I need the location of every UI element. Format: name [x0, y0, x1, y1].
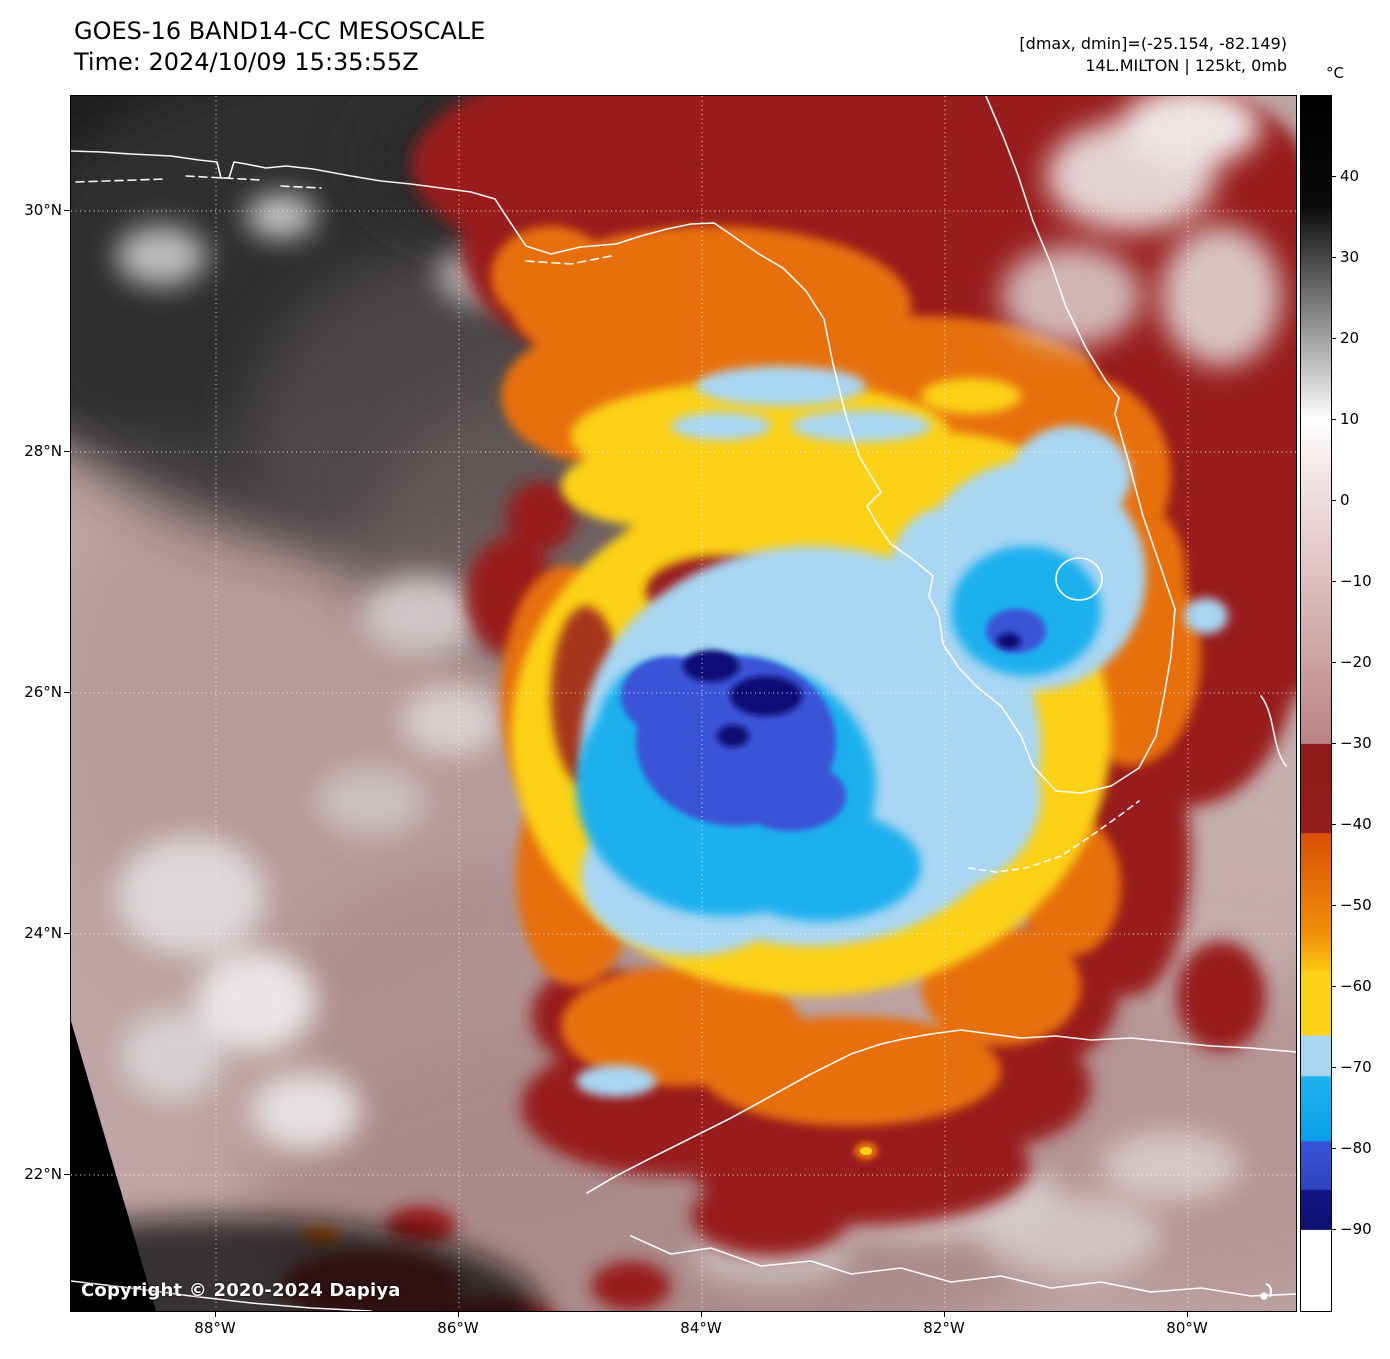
cb-tick-40: 40: [1340, 167, 1360, 185]
tick-mark: [1331, 1229, 1336, 1230]
tick-mark: [1331, 986, 1336, 987]
tick-mark: [1331, 1148, 1336, 1149]
page-title: GOES-16 BAND14-CC MESOSCALE: [74, 17, 486, 45]
cb-tick-m40: −40: [1340, 815, 1372, 833]
cuba-north-coast: [586, 1029, 1296, 1194]
lat-label-24n: 24°N: [24, 924, 62, 942]
cb-tick-m50: −50: [1340, 896, 1372, 914]
tick-mark: [701, 1311, 702, 1317]
florida-keys: [968, 800, 1140, 873]
cb-tick-m10: −10: [1340, 572, 1372, 590]
cb-tick-20: 20: [1340, 329, 1360, 347]
barrier-islands: [75, 175, 612, 265]
gulf-coast-and-florida: [71, 96, 1176, 794]
small-convective-cell: [846, 1136, 886, 1166]
timestamp-label: Time: 2024/10/09 15:35:55Z: [74, 48, 419, 76]
map-panel: Copyright © 2020-2024 Dapiya: [70, 95, 1297, 1312]
copyright-text: Copyright © 2020-2024 Dapiya: [81, 1280, 401, 1301]
tick-mark: [1331, 1067, 1336, 1068]
header-annotations: [dmax, dmin]=(-25.154, -82.149) 14L.MILT…: [1019, 33, 1287, 77]
corner-logo: [1260, 1283, 1272, 1300]
lon-label-82w: 82°W: [923, 1319, 965, 1337]
tick-mark: [458, 1311, 459, 1317]
tick-mark: [944, 1311, 945, 1317]
cb-tick-m30: −30: [1340, 734, 1372, 752]
cb-tick-m20: −20: [1340, 653, 1372, 671]
lon-label-80w: 80°W: [1166, 1319, 1208, 1337]
lat-label-26n: 26°N: [24, 683, 62, 701]
cb-tick-m70: −70: [1340, 1058, 1372, 1076]
cb-tick-30: 30: [1340, 248, 1360, 266]
low-cloud-layer: [116, 194, 1241, 1286]
overshooting-tops-navy: [683, 633, 1021, 747]
tick-mark: [1331, 419, 1336, 420]
header-title-block: GOES-16 BAND14-CC MESOSCALE Time: 2024/1…: [74, 16, 485, 78]
cb-tick-m90: −90: [1340, 1220, 1372, 1238]
colorbar: [1300, 95, 1332, 1312]
lon-label-88w: 88°W: [194, 1319, 236, 1337]
tick-mark: [215, 1311, 216, 1317]
tick-mark: [1187, 1311, 1188, 1317]
tick-mark: [1331, 743, 1336, 744]
tick-mark: [64, 692, 70, 693]
cb-tick-0: 0: [1340, 491, 1350, 509]
lon-label-84w: 84°W: [680, 1319, 722, 1337]
cb-tick-m60: −60: [1340, 977, 1372, 995]
tick-mark: [1331, 500, 1336, 501]
dmax-dmin-label: [dmax, dmin]=(-25.154, -82.149): [1019, 34, 1287, 53]
tick-mark: [1331, 662, 1336, 663]
lake-okeechobee: [1055, 557, 1103, 601]
storm-info-label: 14L.MILTON | 125kt, 0mb: [1085, 56, 1287, 75]
tick-mark: [64, 933, 70, 934]
lon-label-86w: 86°W: [437, 1319, 479, 1337]
tick-mark: [64, 210, 70, 211]
tick-mark: [1331, 176, 1336, 177]
cb-tick-10: 10: [1340, 410, 1360, 428]
lat-label-22n: 22°N: [24, 1165, 62, 1183]
tick-mark: [64, 451, 70, 452]
yucatan-coast: [71, 1280, 372, 1311]
warm-cloud-patches: [1001, 96, 1281, 366]
colorbar-unit-label: °C: [1326, 64, 1344, 82]
satellite-image: [71, 96, 1296, 1311]
lat-label-28n: 28°N: [24, 442, 62, 460]
graticule-grid: [71, 96, 1296, 1311]
tick-mark: [1331, 257, 1336, 258]
cb-tick-m80: −80: [1340, 1139, 1372, 1157]
lat-label-30n: 30°N: [24, 201, 62, 219]
tick-mark: [1331, 338, 1336, 339]
no-data-wedge: [71, 1021, 541, 1311]
tick-mark: [1331, 581, 1336, 582]
tick-mark: [1331, 824, 1336, 825]
tick-mark: [64, 1174, 70, 1175]
coastlines: [71, 96, 1296, 1311]
bahama-bank: [1260, 695, 1287, 767]
tick-mark: [1331, 905, 1336, 906]
cuba-south-coast: [630, 1235, 1296, 1297]
